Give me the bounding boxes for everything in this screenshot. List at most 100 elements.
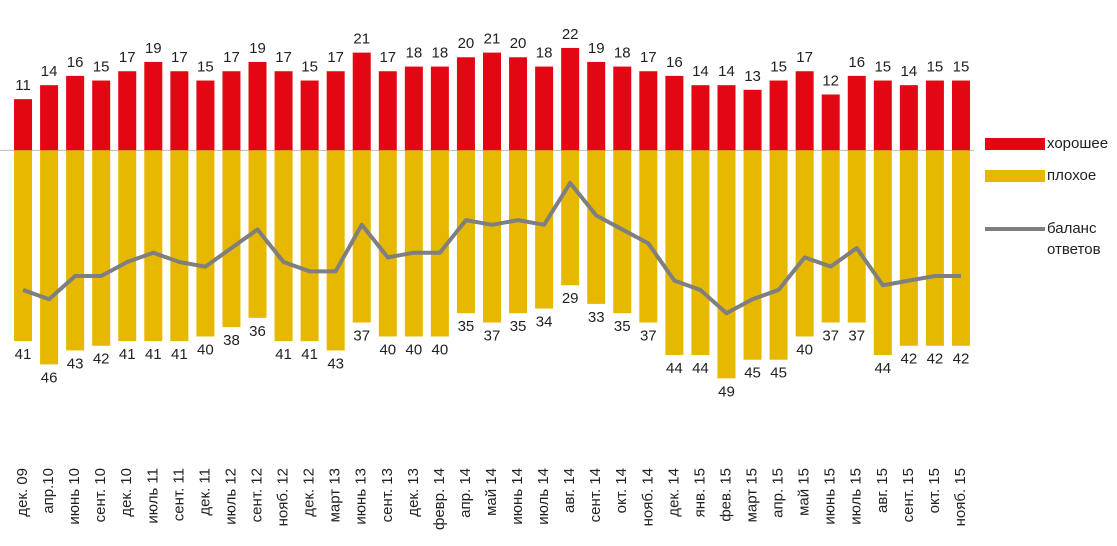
- x-tick-label: дек. 13: [405, 468, 422, 517]
- data-label: 17: [171, 49, 188, 66]
- bar: [925, 80, 944, 151]
- data-label: 37: [848, 327, 865, 344]
- data-label: 12: [822, 72, 839, 89]
- bar: [743, 89, 762, 151]
- x-tick-label: авг. 15: [874, 468, 891, 513]
- x-tick-label: сент. 10: [92, 468, 109, 522]
- data-label: 18: [536, 45, 553, 62]
- bar: [66, 150, 85, 351]
- bar: [14, 150, 33, 342]
- bar: [951, 80, 970, 151]
- chart: дек. 09 апр.10 июнь 10 сент. 10 дек. 10 июль …: [0, 26, 974, 530]
- data-label: 19: [249, 40, 266, 57]
- x-tick-label: авг. 14: [561, 468, 578, 513]
- x-tick-label: апр. 15: [770, 468, 787, 518]
- bar: [769, 150, 788, 360]
- bar: [691, 150, 710, 356]
- data-label: 36: [249, 323, 266, 340]
- bar: [769, 80, 788, 151]
- data-label: 14: [718, 63, 735, 80]
- x-tick-label: дек. 14: [665, 468, 682, 517]
- data-label: 16: [848, 54, 865, 71]
- bar: [248, 61, 267, 151]
- data-label: 20: [510, 35, 527, 52]
- bar: [118, 150, 137, 342]
- bar: [691, 85, 710, 151]
- data-label: 45: [744, 365, 761, 382]
- data-label: 15: [927, 59, 944, 76]
- bar: [40, 150, 59, 365]
- x-tick-label: фев. 15: [717, 468, 734, 522]
- bar: [613, 66, 632, 151]
- data-label: 35: [614, 318, 631, 335]
- bar: [92, 150, 111, 346]
- x-tick-label: сент. 15: [900, 468, 917, 522]
- bar: [196, 150, 215, 337]
- bar: [509, 57, 528, 151]
- bar: [535, 150, 554, 309]
- data-label: 42: [93, 351, 110, 368]
- data-label: 15: [874, 59, 891, 76]
- x-tick-label: сент. 13: [379, 468, 396, 522]
- data-label: 21: [484, 31, 501, 48]
- data-label: 40: [432, 341, 449, 358]
- bar: [873, 80, 892, 151]
- data-label: 42: [953, 351, 970, 368]
- bar: [821, 94, 840, 151]
- data-label: 41: [301, 346, 318, 363]
- data-label: 29: [562, 290, 579, 307]
- legend-item: плохое: [985, 165, 1117, 186]
- data-label: 43: [327, 355, 344, 372]
- data-label: 17: [640, 49, 657, 66]
- x-tick-label: дек. 10: [118, 468, 135, 517]
- x-tick-label: июнь 13: [353, 468, 370, 525]
- data-label: 43: [67, 355, 84, 372]
- bar: [430, 150, 449, 337]
- data-label: 20: [458, 35, 475, 52]
- bar: [170, 150, 189, 342]
- data-label: 35: [458, 318, 475, 335]
- bar: [951, 150, 970, 346]
- data-label: 14: [901, 63, 918, 80]
- data-label: 15: [770, 59, 787, 76]
- data-label: 40: [796, 341, 813, 358]
- data-label: 34: [536, 314, 553, 331]
- bar: [561, 47, 580, 151]
- data-label: 49: [718, 383, 735, 400]
- data-label: 16: [666, 54, 683, 71]
- data-label: 37: [484, 327, 501, 344]
- bar: [456, 57, 475, 151]
- bar: [170, 71, 189, 151]
- bar: [326, 150, 345, 351]
- bar: [821, 150, 840, 323]
- data-label: 42: [901, 351, 918, 368]
- data-label: 14: [692, 63, 709, 80]
- data-label: 37: [640, 327, 657, 344]
- data-label: 22: [562, 26, 579, 43]
- data-label: 17: [327, 49, 344, 66]
- x-tick-label: дек. 12: [301, 468, 318, 517]
- bar: [456, 150, 475, 314]
- x-tick-label: апр.10: [40, 468, 57, 514]
- legend-item: хорошее: [985, 133, 1117, 154]
- bar: [535, 66, 554, 151]
- data-label: 41: [171, 346, 188, 363]
- data-label: 44: [874, 360, 891, 377]
- bar: [717, 150, 736, 379]
- data-label: 11: [15, 77, 31, 94]
- bar: [352, 150, 371, 323]
- data-label: 38: [223, 332, 240, 349]
- bar: [561, 150, 580, 286]
- data-label: 19: [588, 40, 605, 57]
- data-label: 17: [119, 49, 136, 66]
- x-tick-label: июль 14: [535, 468, 552, 525]
- legend-label: плохое: [1047, 167, 1097, 184]
- legend-item: баланс ответов: [985, 218, 1117, 260]
- x-tick-label: сент. 11: [170, 468, 187, 521]
- data-label: 14: [41, 63, 58, 80]
- data-label: 40: [197, 341, 214, 358]
- data-label: 37: [822, 327, 839, 344]
- data-label: 13: [744, 68, 761, 85]
- bar: [795, 150, 814, 337]
